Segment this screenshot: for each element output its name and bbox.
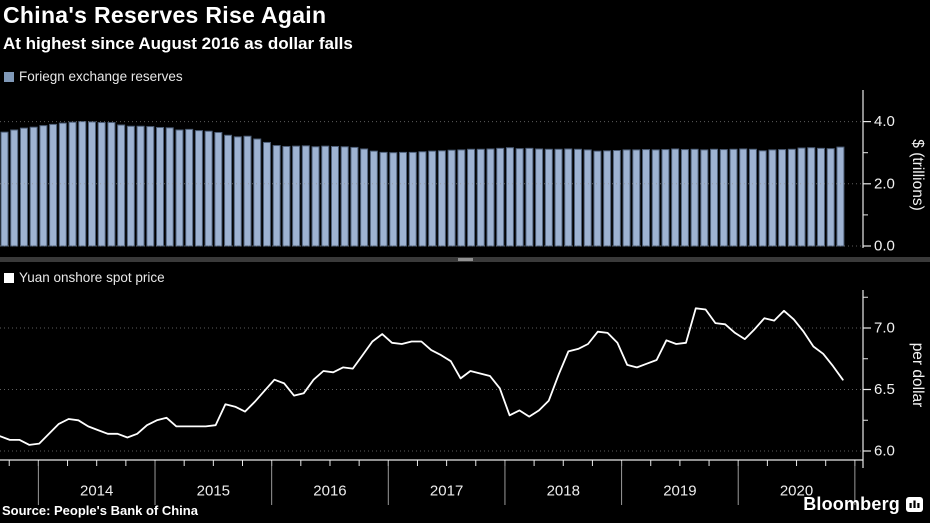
svg-text:7.0: 7.0 bbox=[874, 320, 895, 337]
svg-text:6.5: 6.5 bbox=[874, 381, 895, 398]
svg-text:2015: 2015 bbox=[197, 483, 230, 500]
svg-text:2019: 2019 bbox=[663, 483, 696, 500]
svg-text:$ (trillions): $ (trillions) bbox=[909, 139, 926, 210]
svg-text:2014: 2014 bbox=[80, 483, 113, 500]
chart-title: China's Reserves Rise Again bbox=[3, 2, 327, 28]
reserves-swatch-icon bbox=[4, 71, 14, 82]
bloomberg-logo: Bloomberg bbox=[803, 494, 923, 515]
svg-text:2018: 2018 bbox=[547, 483, 580, 500]
bloomberg-terminal-icon bbox=[906, 497, 923, 512]
panel-splitter[interactable] bbox=[0, 257, 930, 262]
svg-text:2016: 2016 bbox=[313, 483, 346, 500]
legend-reserves: Foriegn exchange reserves bbox=[4, 69, 183, 84]
svg-text:6.0: 6.0 bbox=[874, 443, 895, 460]
reserves-legend-label: Foriegn exchange reserves bbox=[19, 69, 183, 84]
source-credit: Source: People's Bank of China bbox=[2, 503, 198, 518]
svg-text:2017: 2017 bbox=[430, 483, 463, 500]
chart-subtitle: At highest since August 2016 as dollar f… bbox=[3, 34, 353, 53]
splitter-handle-icon[interactable] bbox=[458, 258, 473, 261]
bloomberg-wordmark: Bloomberg bbox=[803, 494, 900, 514]
legend-yuan: Yuan onshore spot price bbox=[4, 270, 165, 285]
svg-text:0.0: 0.0 bbox=[874, 238, 895, 255]
svg-text:2020: 2020 bbox=[780, 483, 813, 500]
yuan-swatch-icon bbox=[4, 272, 14, 283]
yuan-legend-label: Yuan onshore spot price bbox=[19, 270, 165, 285]
svg-text:4.0: 4.0 bbox=[874, 113, 895, 130]
svg-text:2.0: 2.0 bbox=[874, 175, 895, 192]
svg-text:per dollar: per dollar bbox=[909, 343, 926, 408]
